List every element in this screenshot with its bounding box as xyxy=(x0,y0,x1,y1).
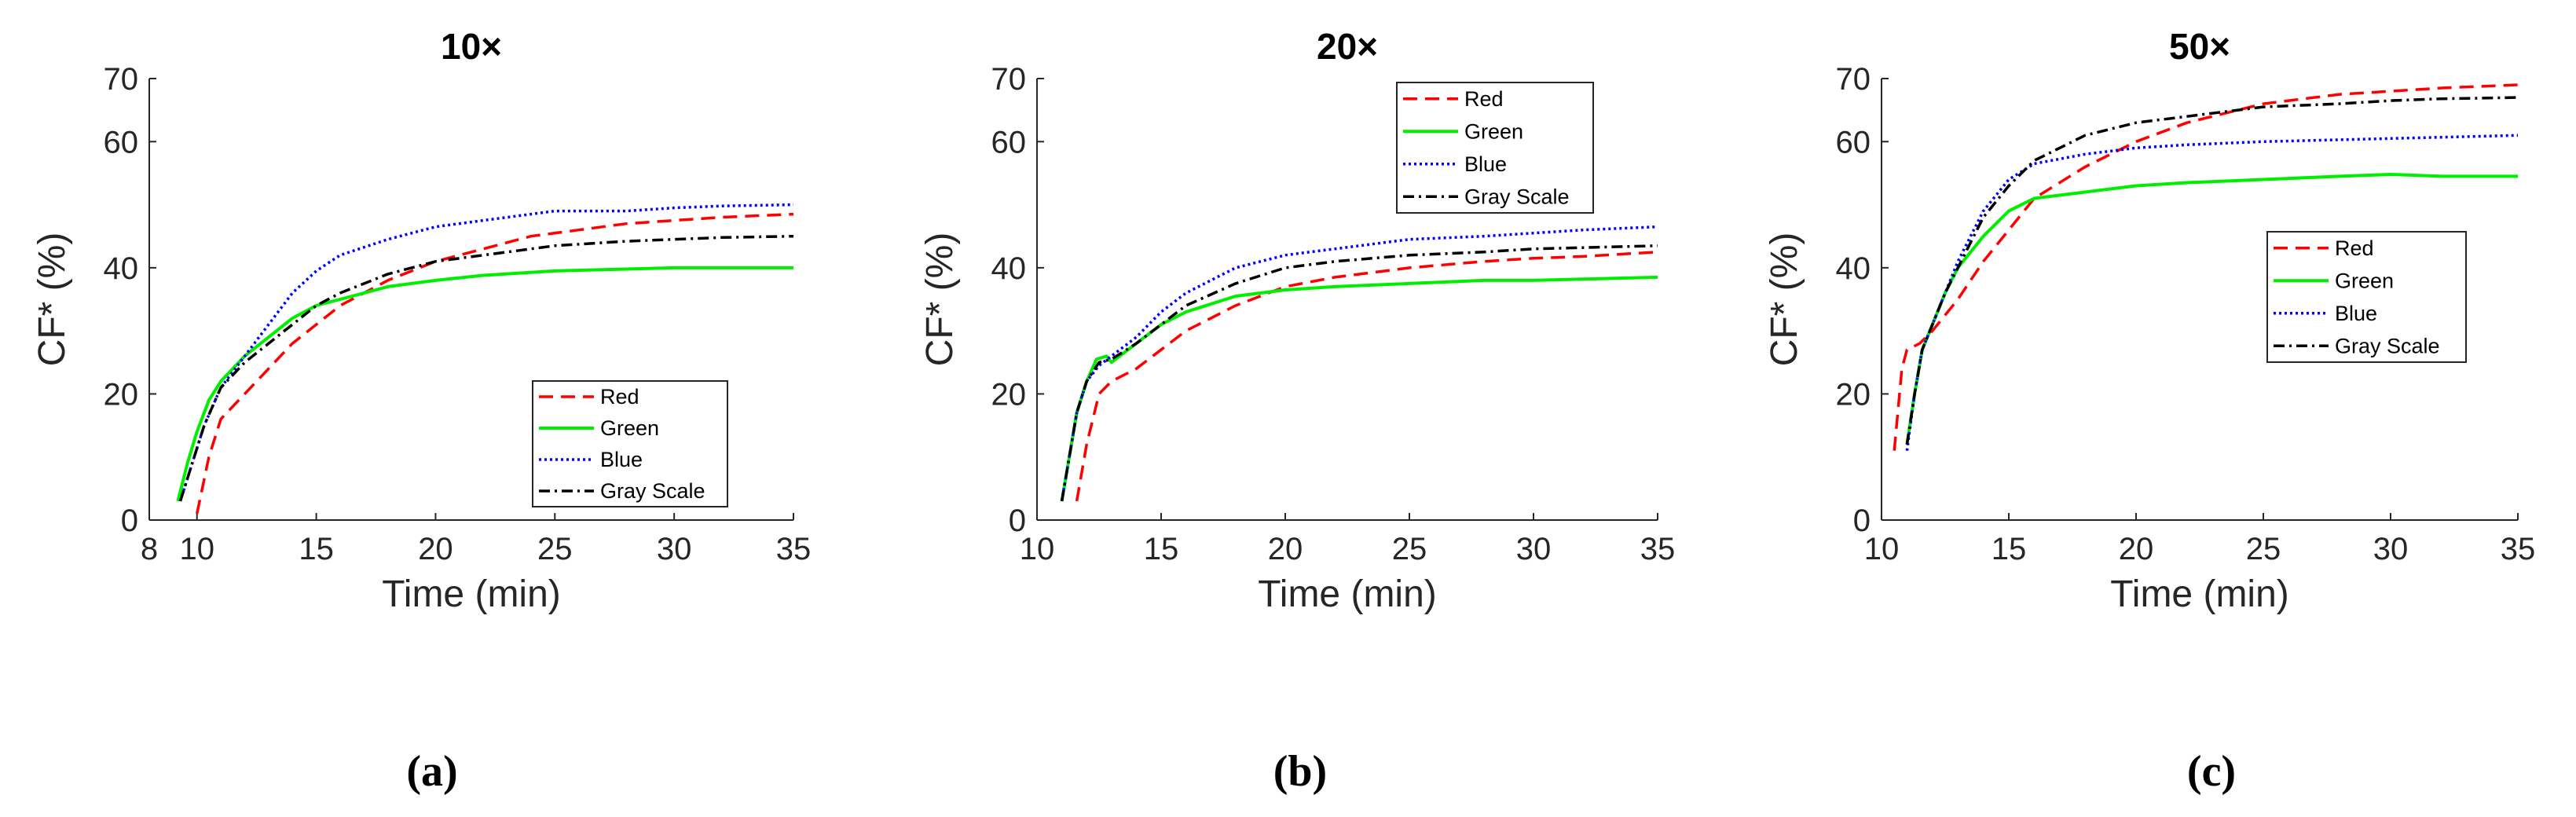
y-tick-label: 40 xyxy=(104,251,139,286)
y-tick-label: 60 xyxy=(1836,125,1871,159)
x-tick-label: 30 xyxy=(657,532,692,566)
x-tick-label: 8 xyxy=(141,532,158,566)
y-tick-label: 40 xyxy=(991,251,1027,286)
legend-label: Green xyxy=(2335,269,2394,292)
legend-label: Gray Scale xyxy=(2335,334,2440,357)
chart-title: 10× xyxy=(441,26,502,67)
y-tick-label: 70 xyxy=(104,62,139,97)
x-tick-label: 35 xyxy=(776,532,812,566)
legend: Red Green Blue Gray Scale xyxy=(532,380,728,507)
x-tick-label: 35 xyxy=(2501,532,2536,566)
x-tick-label: 25 xyxy=(1392,532,1427,566)
legend: Red Green Blue Gray Scale xyxy=(2266,231,2467,363)
series-line-red xyxy=(195,212,794,515)
y-axis-label: CF* (%) xyxy=(1764,233,1805,367)
chart-title: 20× xyxy=(1317,26,1378,67)
series-line-red xyxy=(1893,83,2519,451)
legend-label: Green xyxy=(1464,119,1523,143)
y-tick-label: 20 xyxy=(1836,377,1871,412)
x-tick-label: 30 xyxy=(1516,532,1552,566)
legend-label: Gray Scale xyxy=(1464,185,1570,208)
subfigure-caption: (a) xyxy=(406,747,457,796)
x-tick-label: 20 xyxy=(418,532,453,566)
legend-box xyxy=(532,380,728,507)
x-tick-label: 25 xyxy=(537,532,573,566)
series-line-red xyxy=(1075,251,1658,502)
x-tick-label: 30 xyxy=(2373,532,2409,566)
legend-box xyxy=(2266,231,2467,363)
x-axis-label: Time (min) xyxy=(2110,573,2289,615)
series-line-gray-scale xyxy=(178,234,794,502)
series-line-gray-scale xyxy=(1905,96,2519,445)
series-line-blue xyxy=(1060,225,1658,502)
series-line-gray-scale xyxy=(1060,244,1658,502)
x-tick-label: 20 xyxy=(2119,532,2154,566)
legend-label: Blue xyxy=(1464,152,1507,176)
y-tick-label: 60 xyxy=(104,125,139,159)
x-axis-label: Time (min) xyxy=(382,573,561,615)
x-tick-label: 15 xyxy=(1992,532,2027,566)
legend-label: Blue xyxy=(600,448,643,471)
panel-c: 10 15 20 25 30 35 0 20 40 60 70 50× Time (min) CF* (%… xyxy=(1764,26,2535,796)
legend-label: Red xyxy=(600,385,639,408)
y-tick-label: 70 xyxy=(1836,62,1871,97)
x-tick-label: 25 xyxy=(2246,532,2281,566)
x-tick-label: 10 xyxy=(179,532,214,566)
panel-b: 10 15 20 25 30 35 0 20 40 60 70 20× Time (min) CF* (%… xyxy=(919,26,1675,796)
x-tick-label: 35 xyxy=(1640,532,1676,566)
y-tick-label: 0 xyxy=(1853,504,1871,538)
x-axis-label: Time (min) xyxy=(1258,573,1437,615)
legend-label: Red xyxy=(1464,87,1504,111)
y-axis-label: CF* (%) xyxy=(31,233,73,367)
legend: Red Green Blue Gray Scale xyxy=(1396,82,1594,214)
subfigure-caption: (b) xyxy=(1273,747,1327,796)
x-tick-label: 10 xyxy=(1864,532,1900,566)
legend-label: Green xyxy=(600,416,659,440)
series-line-green xyxy=(176,266,793,502)
x-tick-label: 20 xyxy=(1268,532,1303,566)
series-line-green xyxy=(1060,275,1658,502)
legend-box xyxy=(1396,82,1594,214)
y-tick-label: 40 xyxy=(1836,251,1871,286)
x-tick-label: 10 xyxy=(1020,532,1055,566)
y-tick-label: 70 xyxy=(991,62,1027,97)
y-tick-label: 0 xyxy=(121,504,138,538)
legend-label: Blue xyxy=(2335,302,2377,325)
x-tick-label: 15 xyxy=(1144,532,1179,566)
x-tick-label: 15 xyxy=(299,532,334,566)
subfigure-caption: (c) xyxy=(2187,747,2236,796)
y-tick-label: 0 xyxy=(1009,504,1026,538)
legend-label: Red xyxy=(2335,236,2374,260)
y-tick-label: 60 xyxy=(991,125,1027,159)
legend-label: Gray Scale xyxy=(600,479,705,503)
y-tick-label: 20 xyxy=(991,377,1027,412)
y-axis-label: CF* (%) xyxy=(919,233,961,367)
chart-title: 50× xyxy=(2169,26,2230,67)
panel-a: 8 10 15 20 25 30 35 0 20 40 60 70 10× Time (min) CF* (… xyxy=(31,26,811,796)
y-tick-label: 20 xyxy=(104,377,139,412)
